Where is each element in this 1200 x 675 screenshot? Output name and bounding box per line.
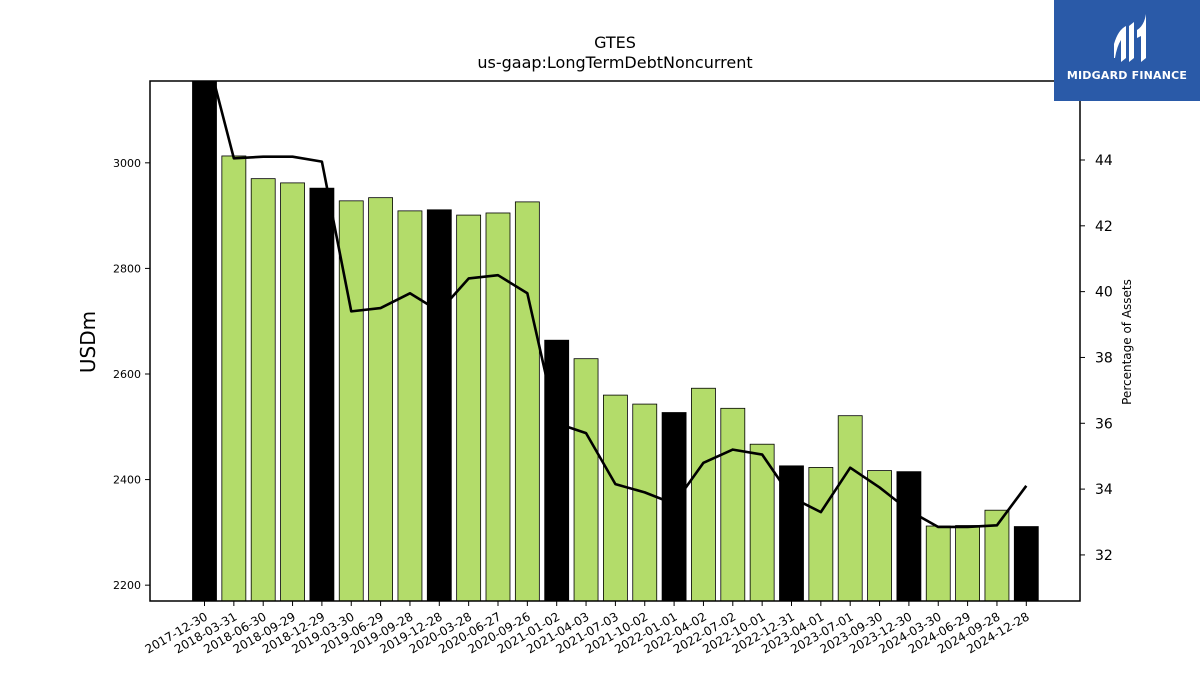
y-tick-label: 2600 <box>113 368 141 381</box>
bar <box>720 407 746 601</box>
y2-tick-label: 38 <box>1095 350 1113 366</box>
chart-subtitle: us-gaap:LongTermDebtNoncurrent <box>477 53 752 72</box>
logo-text: MIDGARD FINANCE <box>1066 69 1188 82</box>
bar <box>749 443 775 601</box>
bar <box>1013 526 1039 601</box>
plot-area <box>192 81 1039 601</box>
bar <box>867 470 892 601</box>
bar <box>837 415 863 601</box>
y2-tick-label: 34 <box>1095 482 1113 498</box>
bar <box>280 182 305 601</box>
y2-tick-label: 44 <box>1095 153 1113 169</box>
bar <box>456 214 482 601</box>
bar <box>368 197 394 601</box>
bar <box>426 209 452 601</box>
bar <box>691 387 716 601</box>
bar <box>573 358 599 601</box>
y2-tick-label: 32 <box>1095 548 1113 564</box>
bar <box>544 339 570 601</box>
y2-axis-label: Percentage of Assets <box>1120 279 1134 405</box>
y-axis-label: USDm <box>76 311 100 373</box>
y2-tick-label: 42 <box>1095 219 1113 235</box>
bar <box>221 155 247 601</box>
bar <box>632 403 658 601</box>
y-tick-label: 2800 <box>113 262 141 275</box>
y2-tick-label: 40 <box>1095 285 1113 301</box>
bar <box>896 471 922 601</box>
y-tick-label: 3000 <box>113 157 141 170</box>
bar <box>925 525 951 601</box>
bar <box>397 210 423 601</box>
midgard-logo: MIDGARD FINANCE <box>1054 0 1200 101</box>
y2-tick-label: 36 <box>1095 416 1113 432</box>
bar <box>250 178 276 601</box>
bar <box>808 467 834 601</box>
y-tick-label: 2200 <box>113 579 141 592</box>
midgard-logo-icon <box>1114 14 1146 62</box>
bar <box>309 187 335 601</box>
series-line <box>212 81 1028 529</box>
bar <box>661 412 687 601</box>
bar <box>955 525 980 601</box>
bar <box>779 465 804 601</box>
bar <box>485 212 511 601</box>
bar <box>514 201 540 601</box>
y-tick-label: 2400 <box>113 474 141 487</box>
bar <box>603 394 628 601</box>
bar <box>192 81 217 601</box>
chart-title: GTES <box>594 33 636 52</box>
bar <box>338 200 364 601</box>
